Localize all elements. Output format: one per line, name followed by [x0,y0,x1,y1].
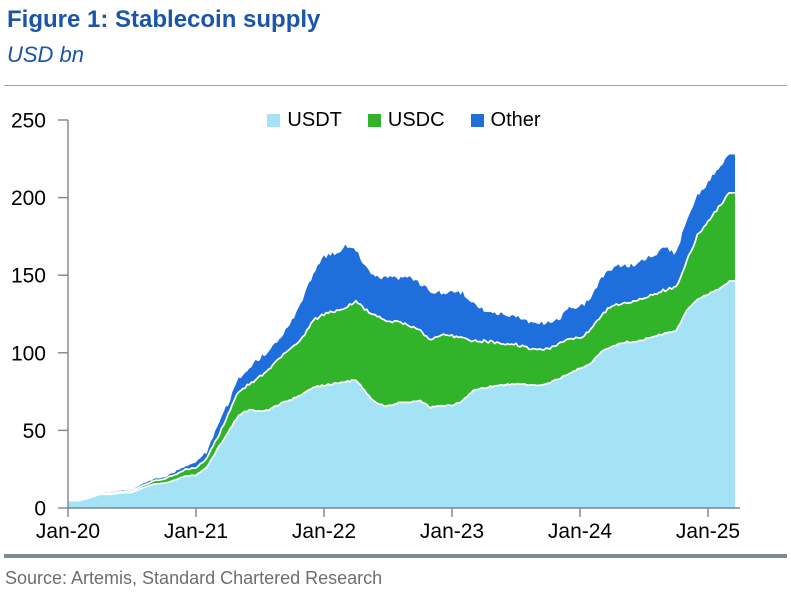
x-tick-label: Jan-24 [548,520,613,543]
bottom-divider [4,554,787,558]
y-tick-label: 200 [11,187,46,210]
chart-legend: USDT USDC Other [68,109,740,132]
y-tick-label: 150 [11,265,46,288]
x-tick-label: Jan-20 [36,520,100,543]
area-usdt [68,281,735,508]
legend-label: USDC [387,109,445,131]
top-divider [4,85,787,86]
legend-swatch-usdt [267,114,281,127]
x-tick-label: Jan-22 [292,520,356,543]
figure-subtitle: USD bn [7,42,85,67]
x-tick-label: Jan-25 [676,520,740,543]
legend-swatch-usdc [367,114,381,127]
y-tick-label: 100 [11,342,46,365]
boundary-usdc-other [67,191,735,501]
legend-item-other: Other [470,109,541,132]
x-tick-label: Jan-21 [164,520,228,543]
y-tick-label: 250 [11,110,46,133]
legend-label: USDT [287,109,342,131]
x-tick-label: Jan-23 [420,520,484,543]
y-tick-label: 0 [34,498,46,521]
legend-item-usdt: USDT [267,109,342,132]
figure-title: Figure 1: Stablecoin supply [7,6,321,33]
boundary-usdt-usdc [68,280,735,502]
source-note: Source: Artemis, Standard Chartered Rese… [5,568,383,588]
legend-swatch-other [470,114,484,127]
legend-item-usdc: USDC [367,109,445,132]
stacked-area-chart: 0 50 100 150 200 250 Jan-20 Jan-21 Jan-22 Jan-23 J… [11,110,740,544]
y-tick-label: 50 [23,420,46,443]
legend-label: Other [490,109,541,131]
